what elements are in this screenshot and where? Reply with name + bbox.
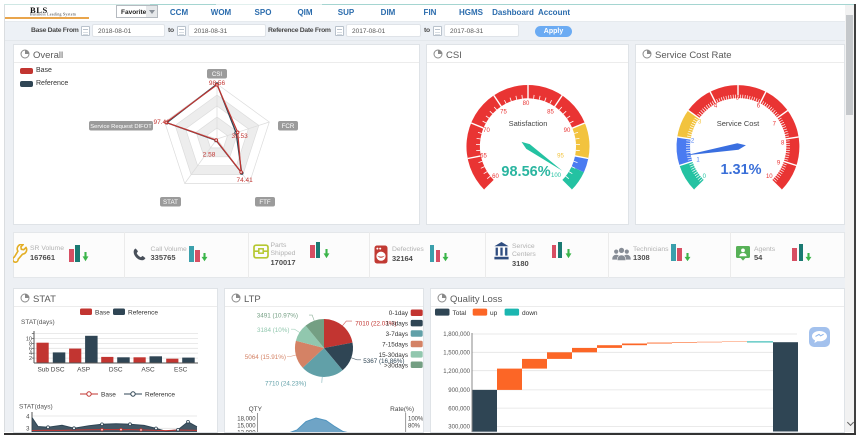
svg-text:39.53: 39.53 — [232, 133, 249, 140]
svg-text:down: down — [522, 310, 538, 317]
svg-text:>30days: >30days — [384, 362, 408, 369]
svg-text:900,000: 900,000 — [448, 388, 470, 394]
svg-text:85: 85 — [547, 110, 554, 116]
svg-text:9: 9 — [777, 161, 781, 167]
svg-text:1,500,000: 1,500,000 — [443, 351, 470, 357]
svg-text:2: 2 — [29, 356, 32, 362]
svg-text:12,000: 12,000 — [237, 431, 256, 434]
svg-text:6: 6 — [757, 104, 761, 110]
svg-text:3491 (10.97%): 3491 (10.97%) — [257, 313, 298, 320]
svg-text:0-1day: 0-1day — [389, 310, 409, 317]
svg-text:100: 100 — [551, 173, 562, 179]
svg-text:4: 4 — [714, 104, 718, 110]
svg-text:Service Cost: Service Cost — [717, 119, 760, 128]
svg-text:Reference: Reference — [145, 392, 175, 399]
svg-text:ASC: ASC — [141, 367, 155, 374]
svg-text:10: 10 — [766, 174, 773, 180]
svg-text:3-7days: 3-7days — [386, 331, 408, 338]
svg-text:2.58: 2.58 — [203, 152, 216, 159]
svg-text:DSC: DSC — [109, 367, 123, 374]
svg-text:74.41: 74.41 — [237, 177, 254, 184]
svg-text:3: 3 — [698, 120, 702, 126]
svg-text:5367 (16.86%): 5367 (16.86%) — [363, 358, 404, 365]
svg-text:Total: Total — [453, 310, 467, 317]
svg-text:Reference: Reference — [128, 310, 158, 317]
svg-text:5: 5 — [736, 95, 740, 101]
svg-text:15,000: 15,000 — [237, 424, 256, 430]
svg-text:600,000: 600,000 — [448, 406, 470, 412]
svg-text:1,800,000: 1,800,000 — [443, 332, 470, 338]
svg-text:100%: 100% — [408, 417, 424, 423]
svg-text:1: 1 — [696, 157, 700, 163]
svg-text:6: 6 — [29, 346, 32, 352]
svg-text:8: 8 — [29, 341, 32, 347]
svg-text:5064 (15.91%): 5064 (15.91%) — [245, 354, 286, 361]
svg-text:STAT(days): STAT(days) — [21, 319, 55, 326]
svg-text:300,000: 300,000 — [448, 425, 470, 431]
svg-text:FCR: FCR — [282, 123, 295, 130]
svg-text:15-30days: 15-30days — [379, 352, 408, 359]
svg-text:97.41: 97.41 — [154, 119, 171, 126]
svg-text:2: 2 — [691, 139, 695, 145]
svg-text:1.31%: 1.31% — [720, 162, 761, 178]
svg-text:Base: Base — [101, 392, 116, 399]
svg-text:18,000: 18,000 — [237, 417, 256, 423]
svg-text:0: 0 — [703, 174, 707, 180]
svg-text:98.56: 98.56 — [209, 80, 226, 87]
svg-text:7: 7 — [773, 122, 777, 128]
svg-text:70: 70 — [483, 128, 490, 134]
svg-text:Service Request DIFOT: Service Request DIFOT — [90, 124, 152, 130]
svg-text:3: 3 — [26, 427, 30, 433]
svg-text:STAT(days): STAT(days) — [19, 404, 53, 411]
svg-text:65: 65 — [480, 154, 487, 160]
svg-text:60: 60 — [492, 174, 499, 180]
svg-text:CSI: CSI — [212, 71, 223, 78]
svg-text:STAT: STAT — [163, 199, 178, 206]
svg-text:FTF: FTF — [259, 199, 271, 206]
svg-text:7-15days: 7-15days — [382, 341, 408, 348]
svg-text:Base: Base — [95, 310, 110, 317]
svg-text:up: up — [490, 310, 498, 317]
svg-text:Sub DSC: Sub DSC — [37, 367, 64, 374]
svg-text:80: 80 — [523, 101, 530, 107]
svg-text:4: 4 — [26, 414, 30, 420]
svg-text:80%: 80% — [408, 424, 421, 430]
svg-text:QTY: QTY — [249, 406, 263, 413]
svg-text:1-3days: 1-3days — [386, 321, 408, 328]
svg-text:1,200,000: 1,200,000 — [443, 369, 470, 375]
svg-text:75: 75 — [500, 110, 507, 116]
svg-text:4: 4 — [29, 351, 32, 357]
svg-text:98.56%: 98.56% — [501, 164, 550, 180]
svg-text:ESC: ESC — [174, 367, 188, 374]
svg-text:3184 (10%): 3184 (10%) — [257, 327, 290, 334]
svg-text:7010 (22.03%): 7010 (22.03%) — [355, 321, 396, 328]
svg-text:7710 (24.23%): 7710 (24.23%) — [265, 381, 306, 388]
svg-text:10: 10 — [26, 337, 32, 343]
svg-text:ASP: ASP — [77, 367, 90, 374]
svg-text:95: 95 — [557, 154, 564, 160]
svg-text:90: 90 — [564, 128, 571, 134]
svg-text:Rate(%): Rate(%) — [390, 406, 414, 413]
svg-text:8: 8 — [781, 141, 785, 147]
svg-text:Satisfaction: Satisfaction — [509, 119, 548, 128]
